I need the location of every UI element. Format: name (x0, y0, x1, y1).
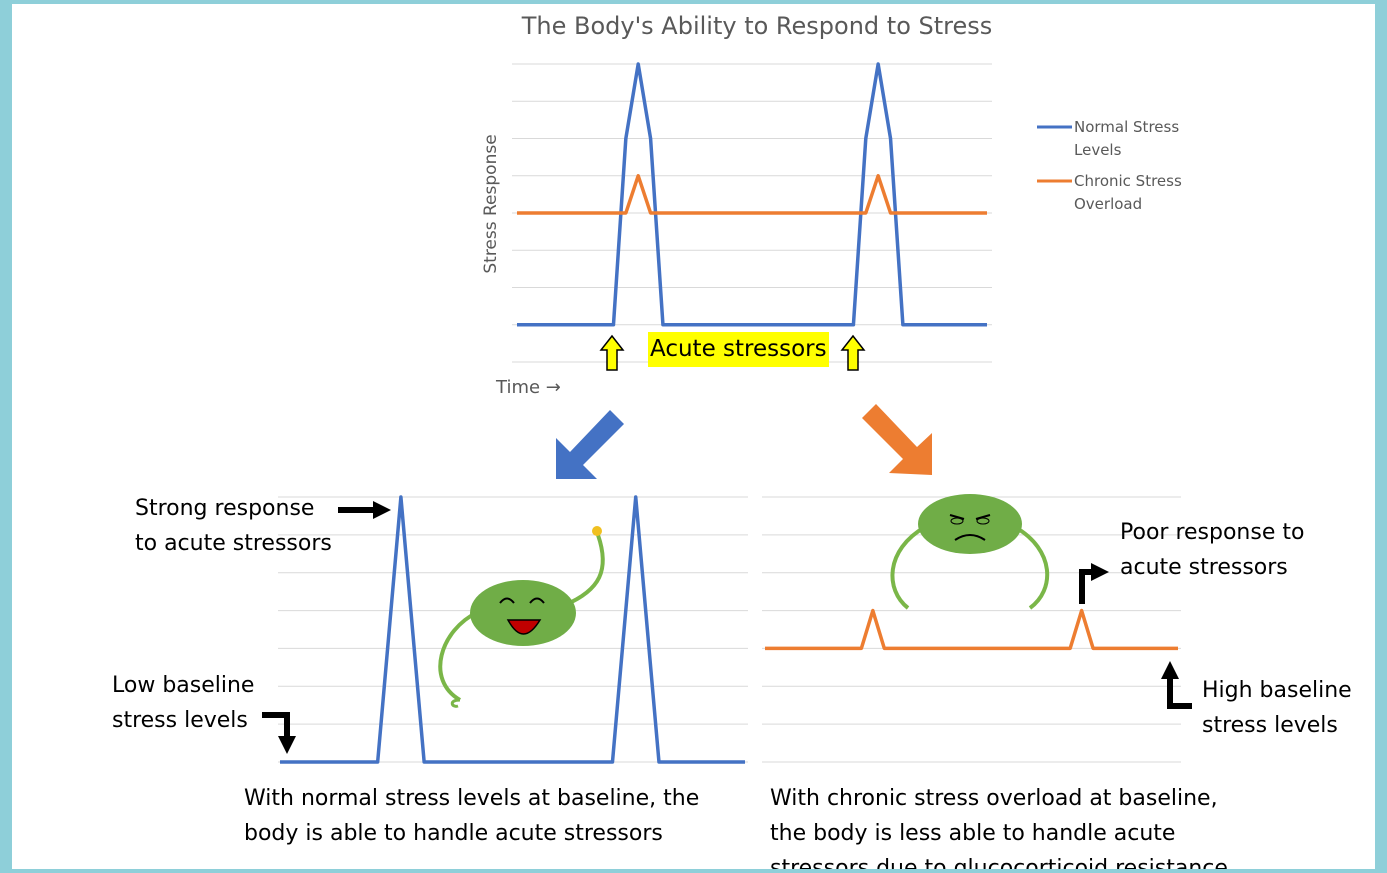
annotation: High baseline (1202, 673, 1352, 708)
annotation: to acute stressors (135, 526, 332, 561)
caption: With chronic stress overload at baseline… (770, 781, 1218, 816)
x-axis-label: Time → (496, 370, 561, 405)
sad-character (892, 494, 1047, 608)
pointer-arrow (1170, 670, 1192, 706)
blue-arrow (556, 410, 624, 479)
frame: The Body's Ability to Respond to Stress … (12, 4, 1375, 869)
annotation: Poor response to (1120, 515, 1304, 550)
caption: the body is less able to handle acute (770, 816, 1175, 851)
annotation: Strong response (135, 491, 314, 526)
stressor-arrow (842, 336, 864, 370)
annotation: Low baseline (112, 668, 254, 703)
data-line (517, 176, 987, 213)
caption: stressors due to glucocorticoid resistan… (770, 851, 1228, 869)
pointer-arrow (262, 715, 287, 745)
data-line (765, 611, 1178, 649)
page: {"chart_data": [ {"type": "line", "title… (0, 0, 1387, 873)
caption: body is able to handle acute stressors (244, 816, 663, 851)
stressor-arrow (601, 336, 623, 370)
legend-label: Normal Stress Levels (1074, 116, 1194, 162)
caption: With normal stress levels at baseline, t… (244, 781, 699, 816)
chart-title: The Body's Ability to Respond to Stress (521, 12, 993, 40)
happy-character (440, 526, 603, 706)
annotation: stress levels (112, 703, 248, 738)
orange-arrow (862, 404, 932, 475)
data-line (517, 64, 987, 325)
pointer-arrow (1082, 572, 1100, 604)
annotation: stress levels (1202, 708, 1338, 743)
legend-label: Chronic Stress Overload (1074, 170, 1194, 216)
y-axis-label: Stress Response (481, 134, 501, 273)
stressor-label: Acute stressors (648, 332, 829, 367)
annotation: acute stressors (1120, 550, 1288, 585)
